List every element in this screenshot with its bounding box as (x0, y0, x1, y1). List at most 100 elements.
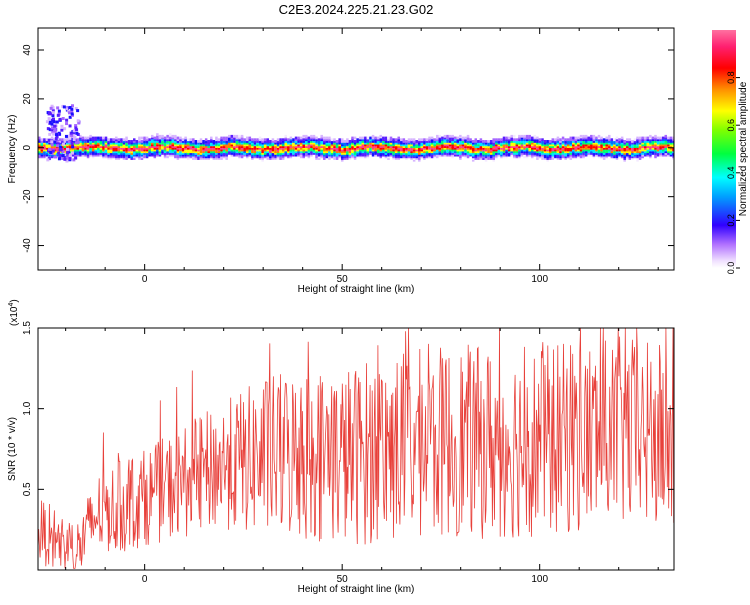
spectrogram-cell (70, 151, 74, 155)
spectrogram-cell (371, 146, 375, 150)
spectrogram-cell (48, 128, 52, 132)
spectrogram-cell (59, 145, 63, 149)
spectrogram-cell (156, 136, 159, 140)
spectrogram-cell (269, 141, 272, 145)
spectrogram-cell (592, 146, 596, 150)
spectrogram-cell (279, 157, 282, 160)
colorbar-tick-label: 0.0 (726, 262, 736, 275)
spectrogram-cell (389, 140, 393, 143)
spectrogram-cell (166, 145, 169, 148)
spectrogram-cell (453, 140, 457, 143)
spectrogram-cell (140, 157, 144, 160)
spectrogram-cell (202, 140, 205, 143)
spectrogram-cell (323, 136, 326, 140)
spectrogram-cell (569, 152, 573, 155)
spectrogram-cell (112, 145, 115, 148)
spectrogram-cell (428, 152, 431, 155)
spectrogram-cell (412, 143, 416, 147)
spectrogram-cell (479, 155, 483, 159)
spectrogram-x-label: Height of straight line (km) (298, 284, 415, 295)
spectrogram-cell (641, 146, 644, 150)
spectrogram-cell (192, 140, 195, 143)
spectrogram-cell (97, 136, 100, 140)
spectrogram-cell (153, 153, 157, 157)
spectrogram-cell (143, 153, 146, 157)
spectrogram-cell (230, 143, 234, 147)
spectrogram-cell (125, 148, 128, 152)
spectrogram-cell (107, 143, 110, 147)
spectrogram-cell (615, 141, 619, 145)
spectrogram-cell (94, 141, 97, 145)
spectrogram-cell (55, 155, 59, 159)
spectrogram-cell (135, 140, 139, 143)
spectrogram-cell (186, 155, 190, 159)
spectrogram-cell (561, 152, 565, 155)
spectrogram-cell (471, 150, 475, 154)
spectrogram-cell (94, 146, 97, 150)
spectrogram-cell (415, 153, 418, 157)
spectrogram-cell (364, 150, 367, 154)
spectrogram-cell (438, 140, 442, 143)
spectrogram-cell (112, 148, 115, 152)
spectrogram-cell (153, 152, 157, 155)
spectrogram-cell (73, 145, 77, 148)
spectrogram-cell (58, 117, 62, 121)
spectrogram-cell (274, 140, 277, 143)
spectrogram-cell (464, 155, 467, 159)
spectrogram-cell (330, 155, 334, 159)
spectrogram-cell (590, 153, 593, 157)
spectrogram-cell (156, 152, 159, 155)
spectrogram-cell (387, 141, 390, 145)
spectrogram-cell (402, 140, 406, 143)
spectrogram-cell (620, 138, 624, 142)
spectrogram-cell (97, 146, 100, 150)
spectrogram-cell (361, 140, 365, 143)
spectrogram-cell (574, 138, 578, 142)
spectrogram-cell (333, 138, 336, 142)
spectrogram-cell (81, 140, 85, 143)
spectrogram-cell (374, 146, 377, 150)
spectrogram-cell (608, 136, 611, 140)
spectrogram-cell (633, 143, 637, 147)
spectrogram-cell (127, 141, 131, 145)
spectrogram-cell (554, 152, 557, 155)
spectrogram-cell (153, 143, 157, 147)
spectrogram-cell (68, 143, 72, 147)
spectrogram-cell (104, 140, 108, 143)
spectrogram-cell (433, 143, 436, 147)
colorbar-tick-label: 0.8 (726, 71, 736, 84)
spectrogram-cell (479, 138, 483, 142)
spectrogram-cell (109, 153, 113, 157)
spectrogram-cell (212, 146, 216, 150)
spectrogram-cell (130, 152, 133, 155)
spectrogram-cell (466, 138, 470, 142)
spectrogram-cell (523, 152, 526, 155)
spectrogram-cell (423, 152, 426, 155)
spectrogram-cell (135, 153, 139, 157)
spectrogram-cell (510, 134, 513, 138)
spectrogram-cell (343, 140, 347, 143)
spectrogram-cell (584, 148, 588, 152)
spectrogram-cell (489, 153, 493, 157)
spectrogram-cell (484, 140, 488, 143)
spectrogram-cell (284, 153, 287, 157)
spectrogram-cell (582, 143, 585, 147)
spectrogram-cell (81, 136, 85, 140)
spectrogram-cell (228, 152, 231, 155)
spectrogram-cell (415, 152, 418, 155)
spectrogram-cell (305, 143, 308, 147)
spectrogram-cell (382, 152, 385, 155)
spectrogram-cell (235, 143, 239, 147)
spectrogram-cell (163, 145, 167, 148)
spectrogram-cell (507, 146, 511, 150)
spectrogram-cell (261, 141, 264, 145)
spectrogram-cell (189, 152, 192, 155)
spectrogram-cell (220, 153, 223, 157)
spectrogram-cell (70, 141, 74, 145)
snr-xtick-label: 0 (142, 574, 148, 585)
spectrogram-cell (394, 148, 398, 152)
spectrogram-cell (66, 138, 69, 142)
spectrogram-cell (50, 136, 54, 140)
spectrogram-cell (89, 136, 92, 140)
spectrogram-cell (133, 152, 136, 155)
